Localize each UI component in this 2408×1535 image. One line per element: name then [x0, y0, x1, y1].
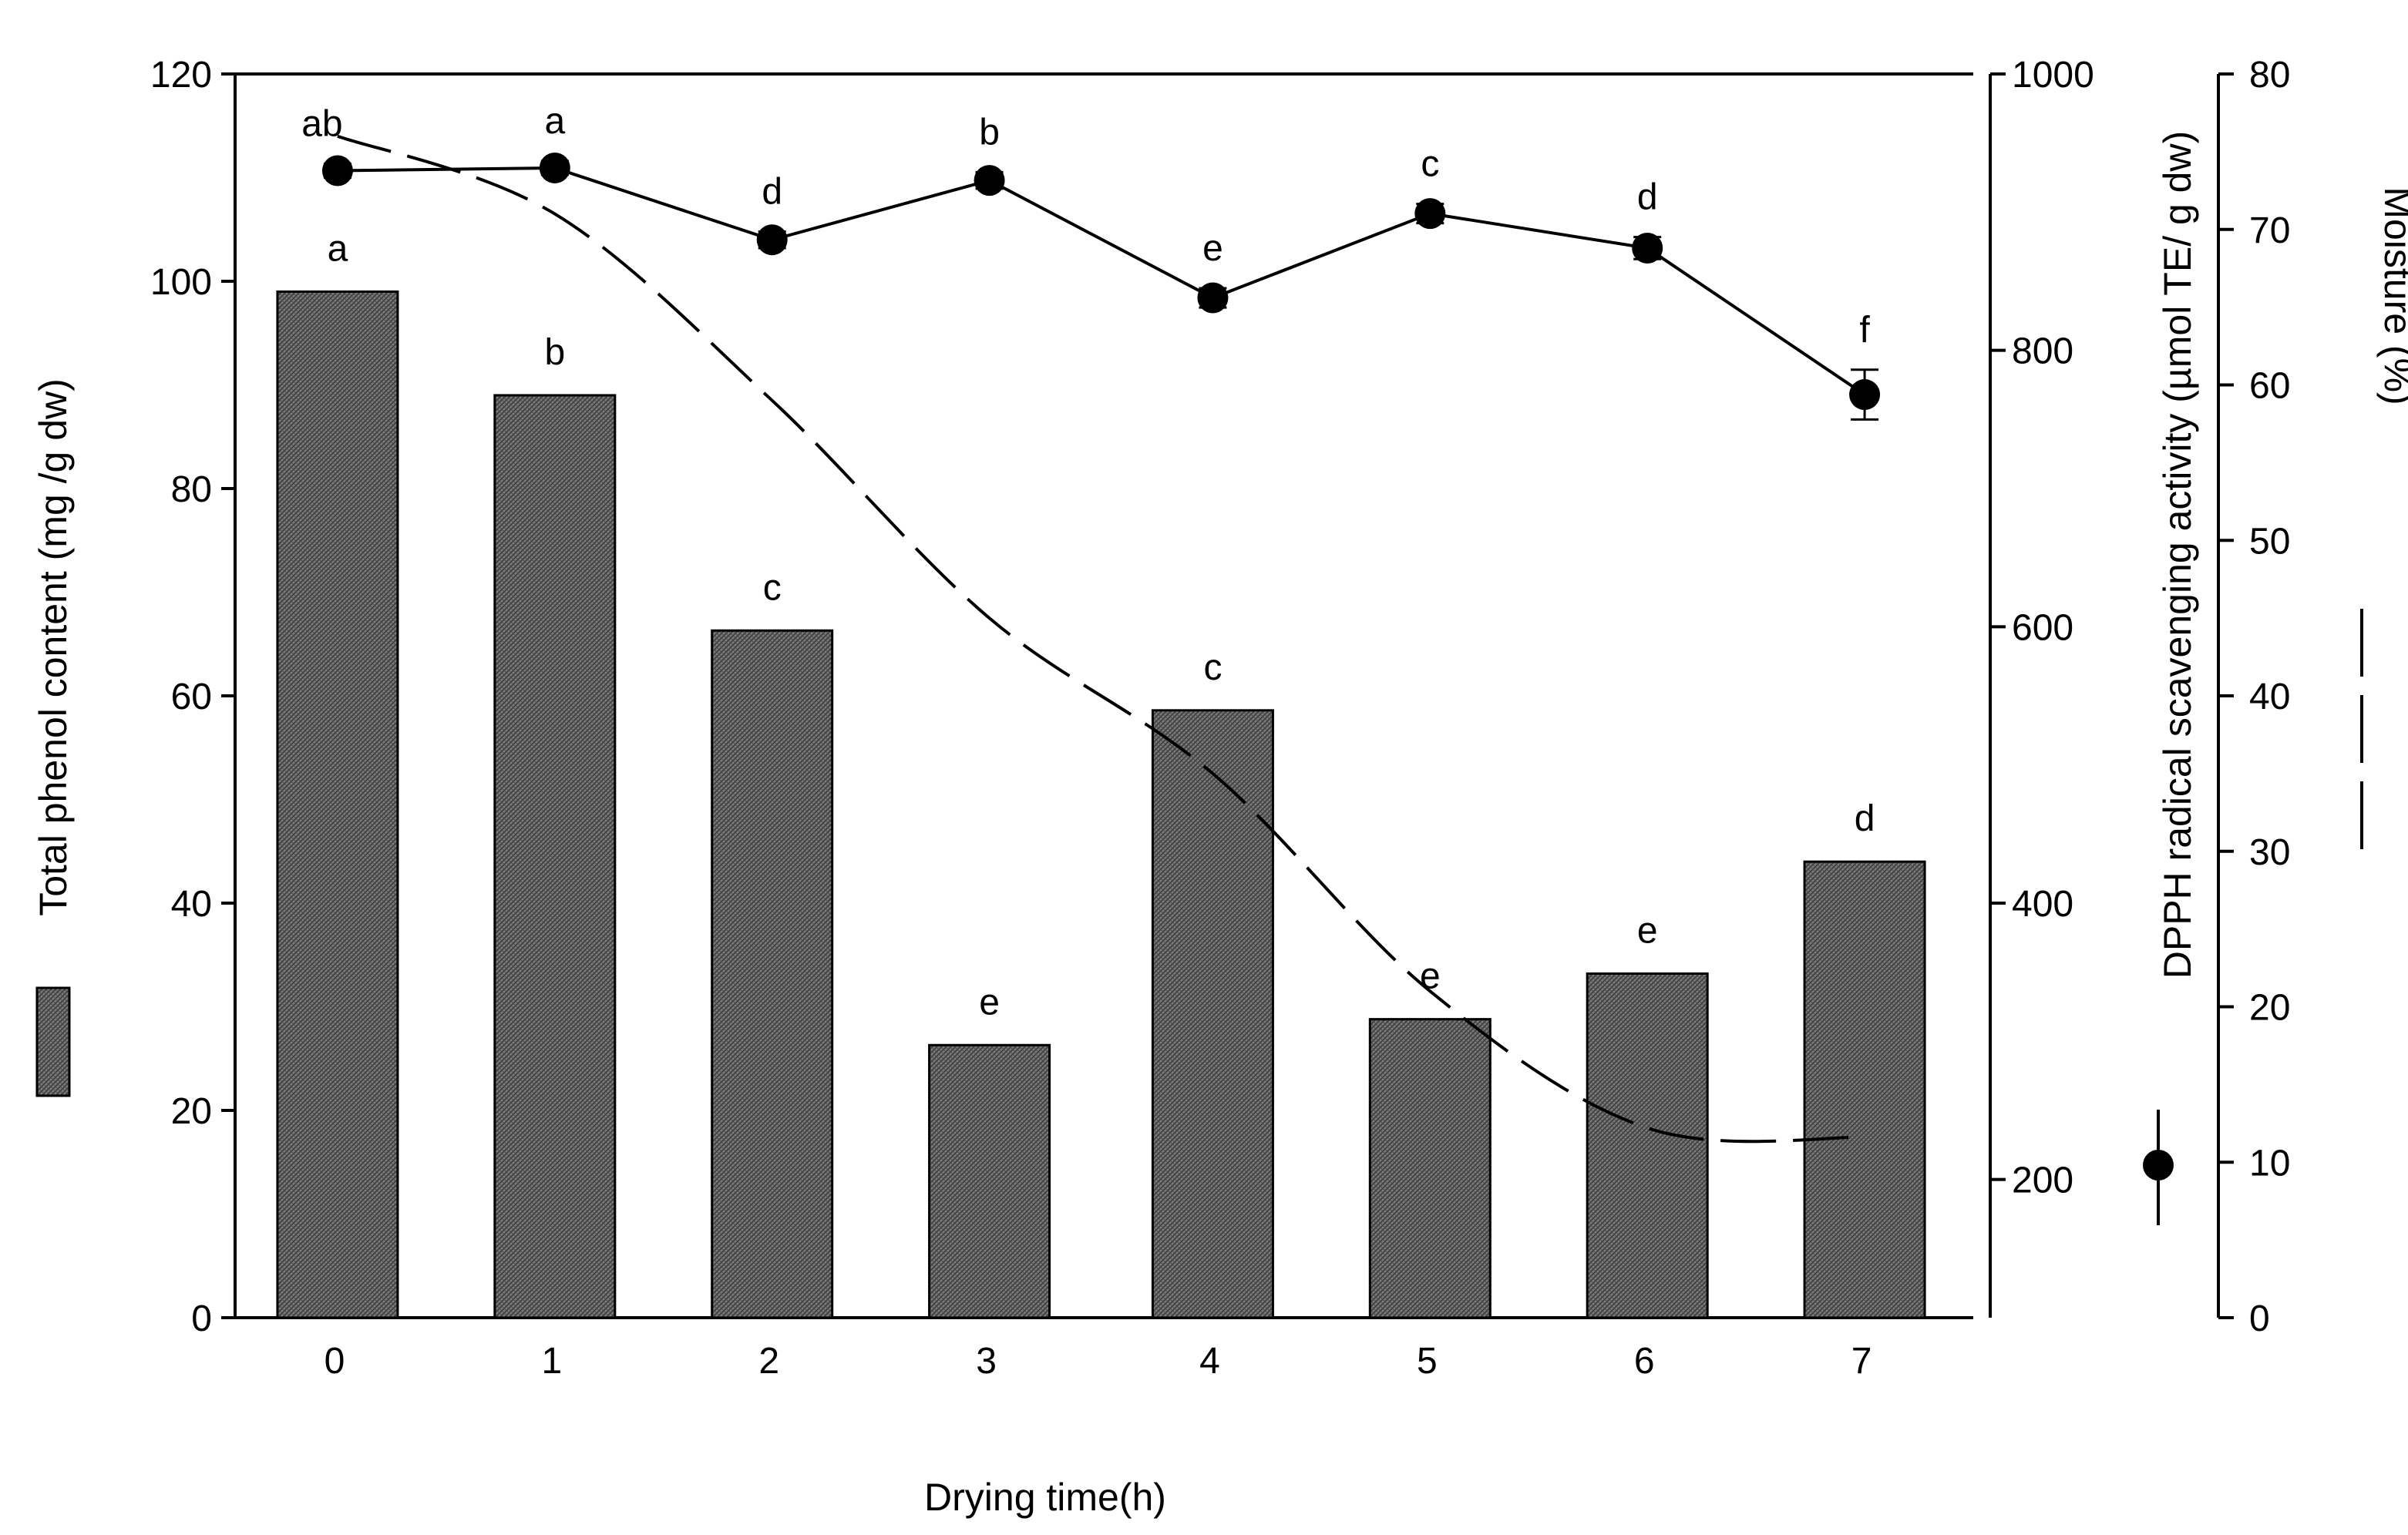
right2-tick-label-50: 50	[2249, 521, 2290, 562]
right2-tick-label-10: 10	[2249, 1143, 2290, 1184]
right2-tick-label-20: 20	[2249, 988, 2290, 1029]
dpph-letter-7: f	[1859, 310, 1870, 351]
bar-4	[1151, 709, 1274, 1319]
right2-tick-label-0: 0	[2249, 1298, 2270, 1339]
dpph-letter-3: b	[979, 112, 1000, 153]
dpph-point-0	[321, 155, 353, 186]
right2-axis-title: Moisture (%)	[2376, 186, 2408, 405]
dpph-letter-6: d	[1637, 177, 1658, 218]
bar-0	[276, 290, 399, 1319]
left-axis-title-group: Total phenol content (mg /g dw)	[32, 378, 75, 1097]
x-tick-label-5: 5	[1417, 1341, 1438, 1382]
bar-letter-7: d	[1855, 798, 1875, 839]
left-axis-title: Total phenol content (mg /g dw)	[32, 378, 75, 916]
x-tick-label-4: 4	[1199, 1341, 1220, 1382]
dpph-letter-2: d	[762, 171, 782, 212]
right1-axis-title: DPPH radical scavenging activity (µmol T…	[2156, 131, 2199, 979]
bar-letter-6: e	[1637, 910, 1658, 951]
x-tick-label-1: 1	[541, 1341, 562, 1382]
left-tick-label-20: 20	[171, 1091, 212, 1132]
right1-tick-label-1000: 1000	[2012, 55, 2094, 96]
x-tick-label-2: 2	[758, 1341, 779, 1382]
bar-letter-4: c	[1203, 647, 1222, 688]
moisture-series	[337, 134, 1865, 1144]
dpph-point-2	[756, 224, 788, 256]
dpph-letter-5: c	[1421, 144, 1439, 185]
dpph-point-6	[1632, 232, 1663, 264]
right2-tick-label-60: 60	[2249, 366, 2290, 407]
dpph-letter-1: a	[544, 101, 565, 142]
x-tick-label-7: 7	[1851, 1341, 1872, 1382]
dpph-letter-0: ab	[301, 104, 342, 145]
x-tick-label-6: 6	[1634, 1341, 1655, 1382]
x-tick-label-3: 3	[976, 1341, 997, 1382]
right1-tick-label-600: 600	[2012, 607, 2073, 648]
left-tick-label-0: 0	[191, 1298, 212, 1339]
bar-5	[1368, 1018, 1492, 1319]
right2-tick-label-40: 40	[2249, 677, 2290, 717]
dpph-point-3	[974, 165, 1005, 196]
right1-axis-title-group: DPPH radical scavenging activity (µmol T…	[2143, 131, 2199, 1225]
dpph-point-4	[1197, 282, 1229, 314]
bar-2	[711, 629, 834, 1319]
bar-letter-3: e	[979, 982, 1000, 1023]
left-tick-label-80: 80	[171, 469, 212, 510]
axes: 0 20 40 60 80 100 120 0 1 2 3 4 5 6 7 200 400 600 800 1000 0…	[150, 55, 2408, 1382]
right1-tick-label-800: 800	[2012, 331, 2073, 372]
dpph-series	[321, 152, 1881, 421]
x-axis-title: Drying time(h)	[924, 1476, 1166, 1519]
bar-1	[493, 394, 617, 1319]
right1-tick-label-200: 200	[2012, 1160, 2073, 1201]
bar-3	[928, 1043, 1051, 1319]
legend-dpph-marker	[2143, 1150, 2174, 1181]
bar-letter-5: e	[1420, 956, 1441, 997]
phenol-bars	[276, 290, 1926, 1319]
dpph-point-1	[539, 152, 570, 183]
moisture-line	[337, 134, 1865, 1144]
dpph-point-5	[1414, 198, 1446, 230]
right2-axis-title-group: Moisture (%)	[2360, 186, 2408, 849]
dpph-point-7	[1849, 379, 1881, 411]
right1-tick-label-400: 400	[2012, 884, 2073, 925]
right2-tick-label-70: 70	[2249, 210, 2290, 251]
left-tick-label-100: 100	[150, 262, 212, 303]
bar-letter-2: c	[763, 567, 782, 608]
dpph-line	[337, 166, 1866, 396]
bar-6	[1586, 972, 1709, 1319]
dpph-letter-4: e	[1202, 228, 1223, 269]
right2-tick-label-30: 30	[2249, 832, 2290, 873]
x-tick-label-0: 0	[325, 1341, 345, 1382]
right2-tick-label-80: 80	[2249, 55, 2290, 96]
legend-bar-swatch	[35, 986, 71, 1097]
left-tick-label-60: 60	[171, 677, 212, 717]
left-tick-label-120: 120	[150, 55, 212, 96]
bar-letter-0: a	[328, 228, 348, 269]
left-tick-label-40: 40	[171, 884, 212, 925]
bar-letter-1: b	[544, 332, 565, 373]
bar-7	[1803, 860, 1926, 1319]
